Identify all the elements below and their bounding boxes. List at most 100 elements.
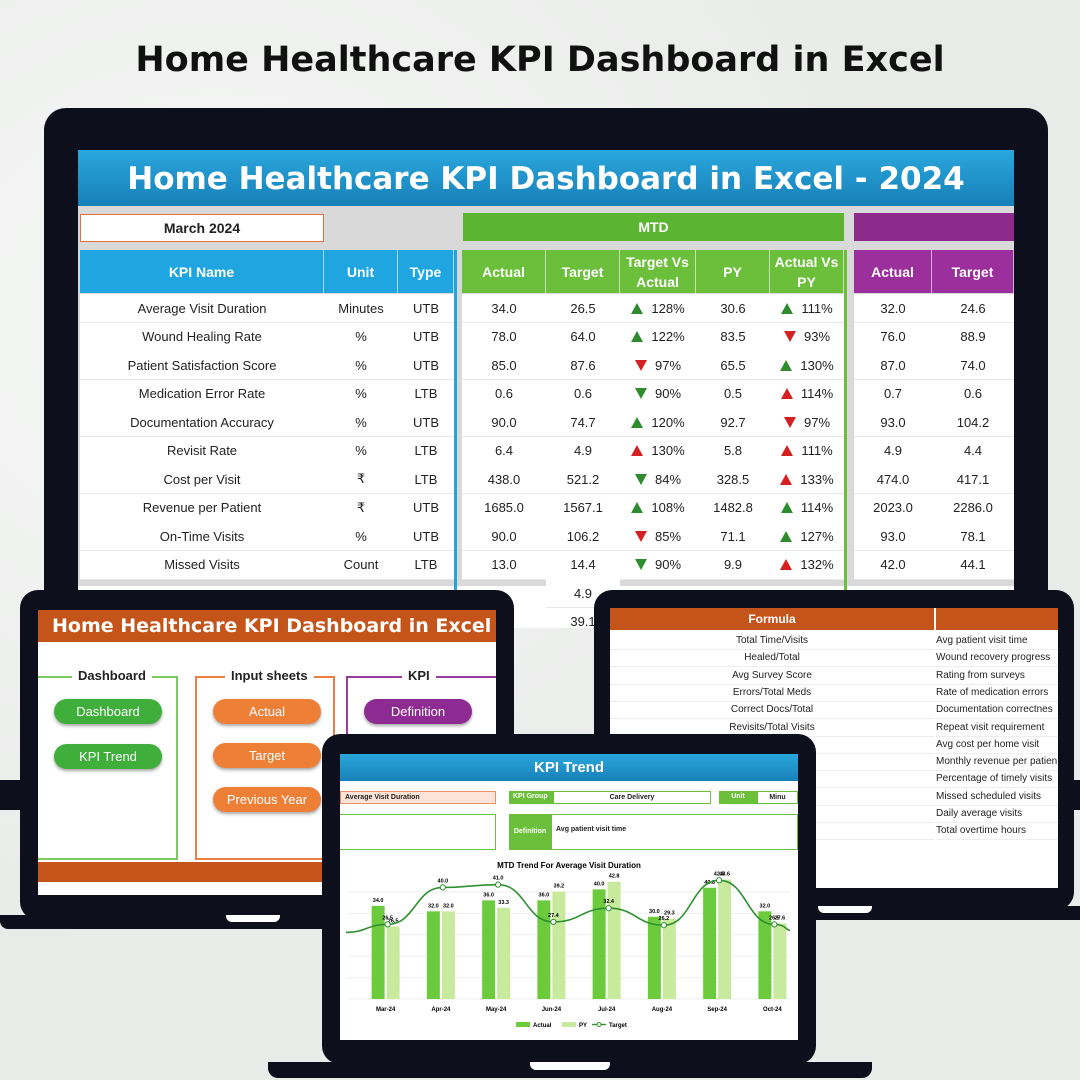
- py-data-label: 42.8: [609, 874, 620, 880]
- kpi-name-cell: Revenue per Patient: [80, 493, 324, 523]
- triangle-up-icon: [631, 502, 644, 513]
- triangle-down-icon: [634, 473, 647, 485]
- actual-cell: 0.6: [462, 379, 546, 409]
- previous-year-button[interactable]: Previous Year: [213, 787, 321, 812]
- actual-vs-py-cell: 114%: [770, 493, 844, 523]
- py-bar: [718, 879, 732, 999]
- formula-header: Formula: [610, 608, 934, 630]
- cell-value: 114%: [800, 386, 834, 401]
- kpi-selector[interactable]: Average Visit Duration: [340, 791, 496, 804]
- target-point: [605, 905, 612, 912]
- target-point: [384, 921, 391, 928]
- type-cell: UTB: [398, 493, 454, 523]
- target-cell: 4.9: [546, 436, 620, 466]
- py-data-label: 26.5: [388, 918, 399, 924]
- left-blank-box: [340, 814, 496, 850]
- ytd-target-cell: 74.0: [932, 351, 1014, 380]
- cell-value: Revenue per Patient: [142, 500, 262, 515]
- actual-data-label: 32.0: [428, 903, 439, 909]
- cell-value: 87.0: [880, 357, 906, 373]
- py-cell: 30.6: [696, 294, 770, 323]
- py-data-label: 32.0: [443, 903, 454, 909]
- type-cell: LTB: [398, 379, 454, 409]
- target-vs-actual-cell: 85%: [620, 522, 696, 551]
- actual-data-label: 40.0: [594, 881, 605, 887]
- cell-value: 76.0: [880, 329, 906, 344]
- x-tick-label: Aug-24: [652, 1007, 673, 1013]
- dashboard-button[interactable]: Dashboard: [54, 699, 162, 724]
- triangle-up-icon: [780, 359, 793, 371]
- cell-value: 2023.0: [873, 500, 913, 515]
- target-button[interactable]: Target: [213, 743, 321, 768]
- py-bar: [607, 881, 621, 999]
- target-cell: 64.0: [546, 322, 620, 352]
- triangle-down-icon: [634, 559, 647, 570]
- cell-value: 0.7: [883, 386, 903, 401]
- cell-value: 0.6: [573, 386, 593, 401]
- actual-cell: 90.0: [462, 522, 546, 551]
- actual-bar: [371, 905, 385, 999]
- x-tick-label: May-24: [486, 1007, 507, 1013]
- definition-button[interactable]: Definition: [364, 699, 472, 724]
- actual-cell: 13.0: [462, 550, 546, 580]
- formula-cell: Healed/Total: [610, 649, 934, 668]
- triangle-up-icon: [781, 445, 794, 456]
- cell-value: 44.1: [960, 557, 986, 572]
- cell-value: 9.9: [723, 557, 743, 572]
- actual-bar: [647, 916, 661, 999]
- py-bar: [441, 911, 455, 999]
- cell-value: ₹: [356, 499, 366, 515]
- py-cell: 71.1: [696, 522, 770, 551]
- nav-laptop-notch: [226, 915, 280, 922]
- formula-cell: Errors/Total Meds: [610, 684, 934, 702]
- py-data-label: 43.6: [719, 872, 730, 878]
- actual-button[interactable]: Actual: [213, 699, 321, 724]
- py-cell: 9.9: [696, 550, 770, 580]
- ytd-target-cell: 417.1: [932, 465, 1014, 494]
- month-selector[interactable]: March 2024: [80, 214, 324, 242]
- cell-value: 74.0: [960, 357, 986, 373]
- main-laptop-base: [0, 780, 22, 810]
- py-bar: [386, 926, 400, 999]
- kpi-group-label: KPI Group: [509, 791, 553, 804]
- dashboard-banner: Home Healthcare KPI Dashboard in Excel -…: [78, 150, 1014, 206]
- cell-value: 111%: [801, 443, 833, 458]
- cell-value: 111%: [801, 300, 833, 316]
- cell-value: 24.6: [960, 300, 986, 316]
- col-unit: Unit: [324, 250, 398, 293]
- cell-value: 5.8: [723, 443, 743, 458]
- col-ytd-actual: Actual: [854, 250, 932, 293]
- trend-chart: MTD Trend For Average Visit Duration 34.0…: [345, 861, 791, 1029]
- triangle-up-icon: [781, 302, 794, 314]
- legend-actual-label: Actual: [533, 1023, 552, 1029]
- cell-value: 90%: [654, 557, 682, 572]
- kpi-trend-button[interactable]: KPI Trend: [54, 744, 162, 769]
- table-separator: [454, 250, 457, 628]
- unit-label: Unit: [719, 791, 757, 804]
- py-cell: 65.5: [696, 351, 770, 380]
- triangle-down-icon: [634, 530, 647, 542]
- dashboard-group-title: Dashboard: [72, 668, 152, 683]
- definition-cell: Rating from surveys: [936, 667, 1058, 685]
- cell-value: 65.5: [720, 357, 746, 373]
- target-data-label: 32.4: [603, 899, 615, 905]
- kpi-name-cell: On-Time Visits: [80, 522, 324, 551]
- py-cell: 92.7: [696, 408, 770, 437]
- ytd-header: [854, 213, 1014, 241]
- cell-value: 4.4: [963, 443, 983, 458]
- x-tick-label: Sep-24: [707, 1007, 727, 1013]
- actual-bar: [537, 900, 551, 999]
- cell-value: 13.0: [491, 557, 517, 572]
- target-data-label: 26.5: [769, 915, 780, 921]
- cell-value: 42.0: [880, 557, 906, 572]
- target-vs-actual-cell: 122%: [620, 322, 696, 352]
- py-cell: 83.5: [696, 322, 770, 352]
- type-cell: UTB: [398, 294, 454, 323]
- target-data-label: 26.2: [659, 916, 670, 922]
- triangle-up-icon: [780, 559, 793, 570]
- ytd-actual-cell: 76.0: [854, 322, 932, 352]
- cell-value: 0.6: [963, 386, 983, 401]
- cell-value: 6.4: [494, 443, 514, 458]
- cell-value: 133%: [800, 471, 834, 487]
- cell-value: Revisit Rate: [166, 443, 238, 458]
